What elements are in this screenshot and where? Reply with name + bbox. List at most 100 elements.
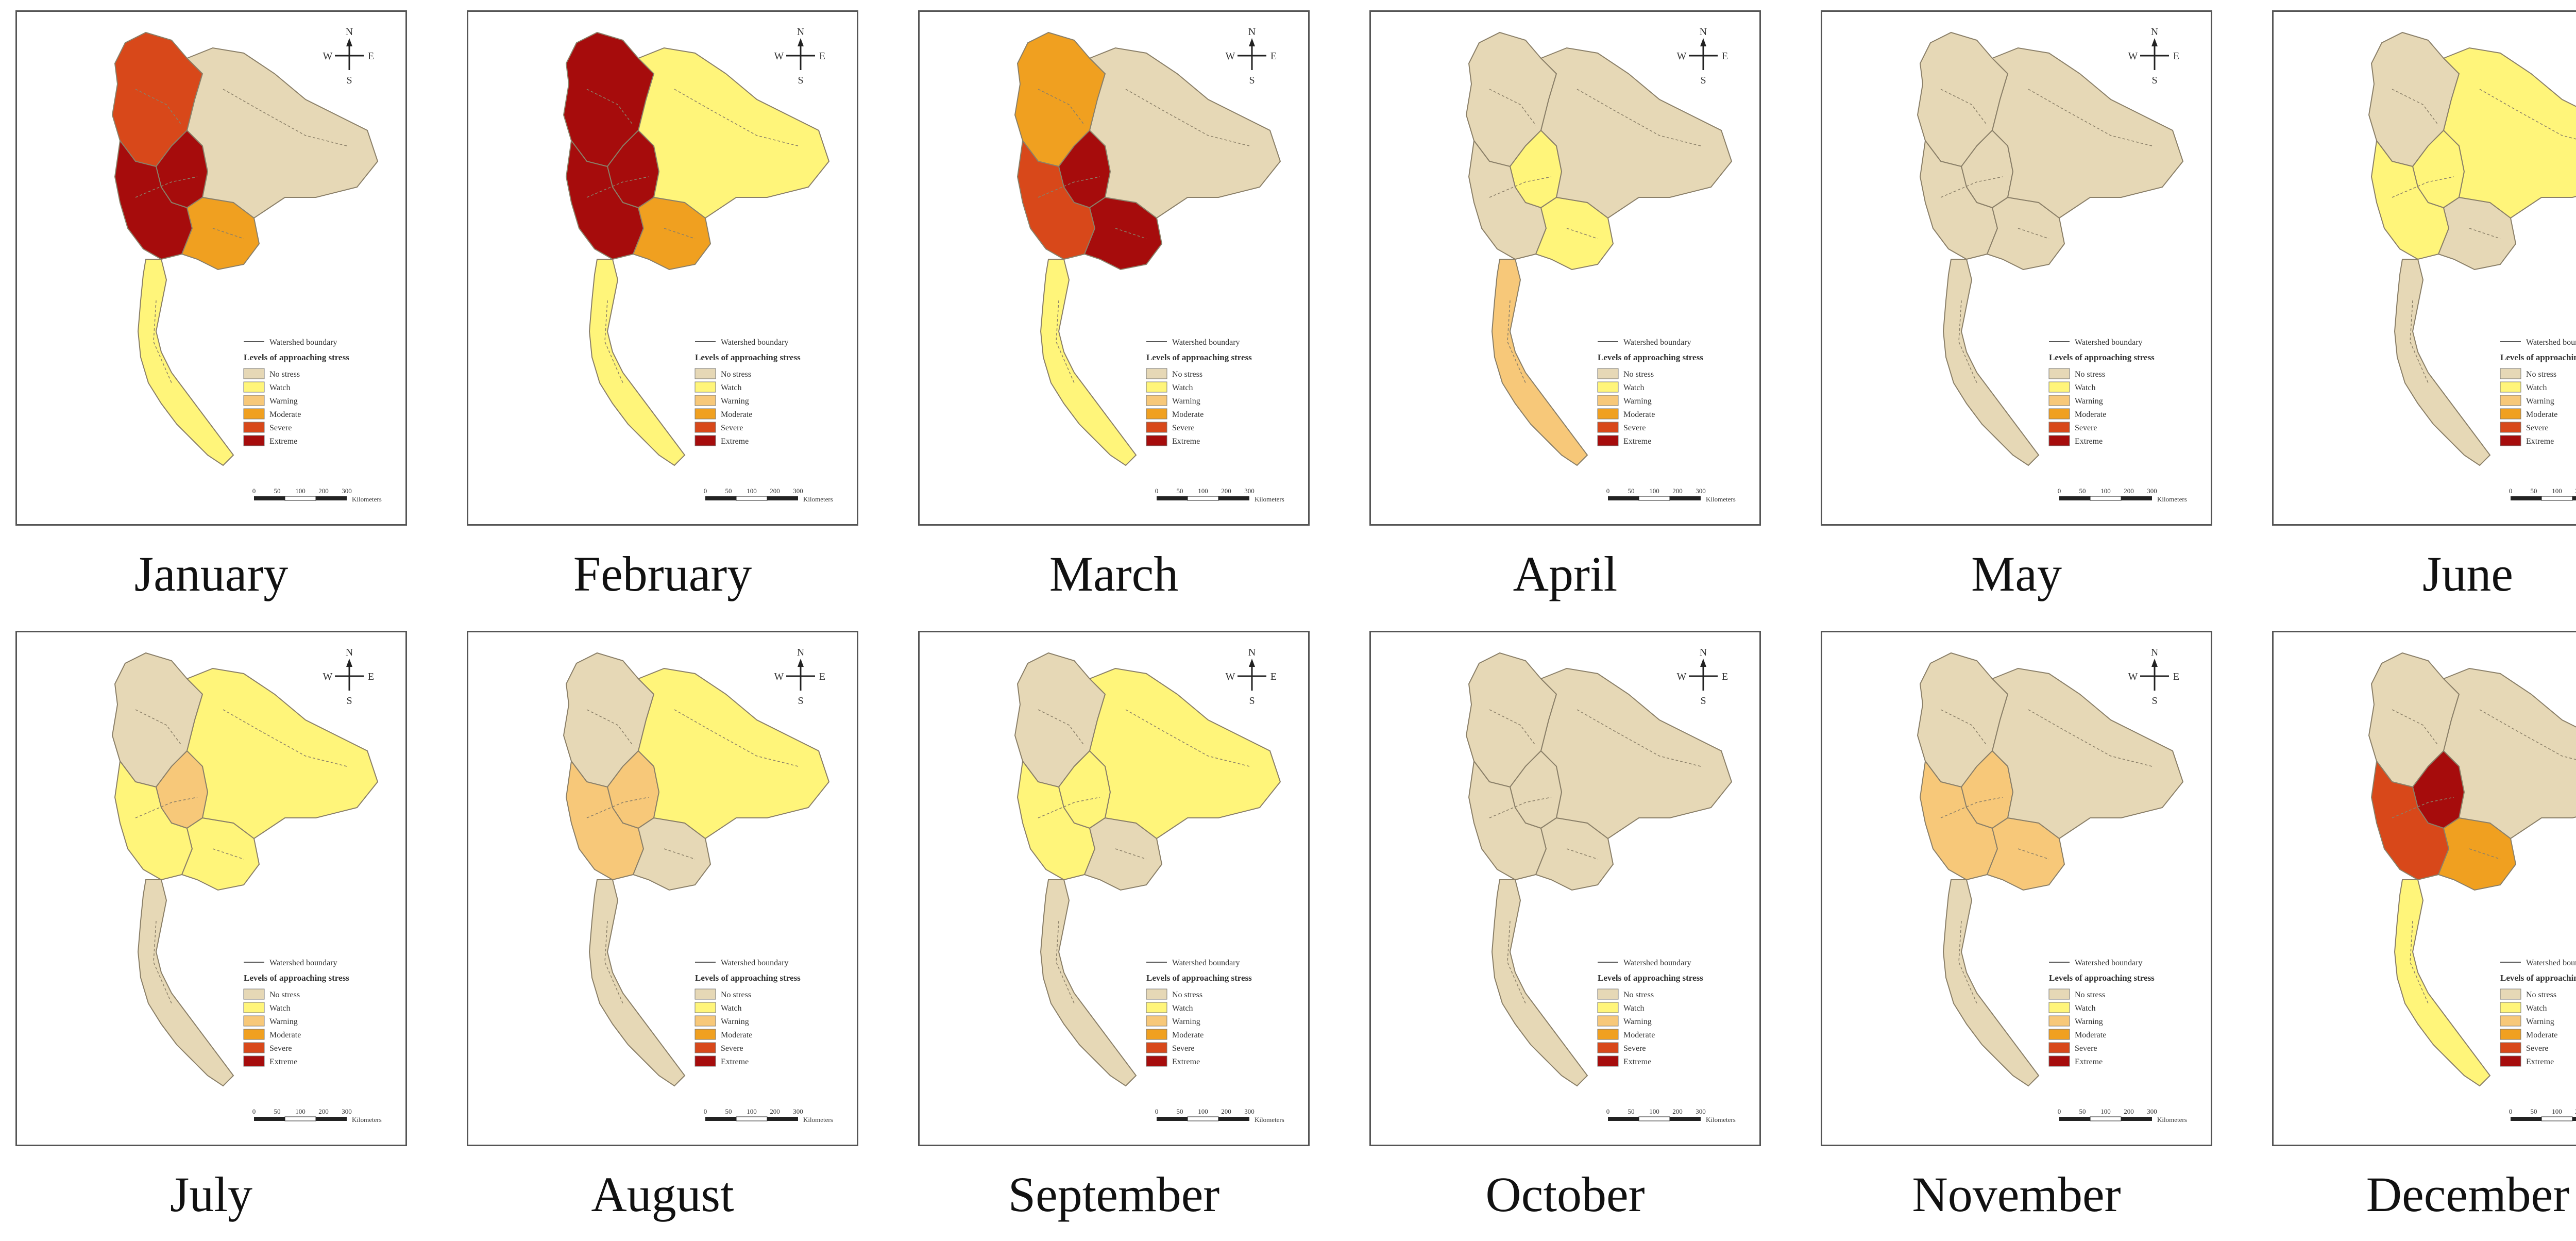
legend-swatch: [2048, 422, 2070, 433]
legend-boundary-label: Watershed boundary: [721, 338, 789, 347]
compass-label-w: W: [1677, 51, 1687, 62]
scale-tick-label: 50: [274, 487, 281, 495]
scale-tick-label: 0: [704, 1108, 707, 1115]
compass-label-s: S: [346, 695, 352, 707]
map-panel-august: N S E W Watershed boundary Levels of approach…: [451, 620, 903, 1241]
compass-label-n: N: [1248, 647, 1256, 658]
legend-level-label: Extreme: [1623, 437, 1651, 446]
thailand-stress-map: N S E W Watershed boundary Levels of approach…: [563, 647, 833, 1123]
legend-swatch: [243, 1015, 265, 1027]
scale-tick-label: 100: [1198, 1108, 1208, 1115]
basin-boundary-line: [2410, 920, 2429, 1004]
legend-swatch: [694, 368, 716, 379]
legend-title: Levels of approaching stress: [2049, 353, 2155, 362]
basin-boundary-line: [212, 848, 244, 860]
map-legend: Watershed boundary Levels of approaching …: [243, 959, 349, 1067]
legend-swatch: [2048, 1042, 2070, 1053]
legend-level-label: Extreme: [721, 1058, 749, 1066]
basin-boundary-line: [2410, 300, 2429, 383]
compass-label-e: E: [2173, 671, 2179, 682]
compass-label-w: W: [2128, 671, 2138, 682]
basin-boundary-line: [223, 89, 347, 146]
legend-level-label: Warning: [2526, 1017, 2554, 1026]
legend-boundary-label: Watershed boundary: [2526, 338, 2576, 347]
legend-level-label: Moderate: [2526, 410, 2557, 419]
legend-swatch: [1146, 1029, 1167, 1040]
legend-level-label: No stress: [2075, 370, 2105, 379]
basin-boundary-line: [1940, 797, 2003, 818]
basin-boundary-line: [2392, 176, 2454, 198]
legend-level-label: Watch: [1172, 1004, 1193, 1013]
scale-tick-label: 200: [2575, 487, 2576, 495]
scale-tick-label: 200: [1221, 487, 1231, 495]
basin-boundary-line: [2469, 228, 2501, 239]
compass-label-s: S: [1700, 75, 1706, 86]
basin-boundary-line: [664, 848, 696, 860]
basin-boundary-line: [223, 709, 347, 767]
legend-swatch: [2500, 1015, 2521, 1027]
legend-title: Levels of approaching stress: [1146, 973, 1252, 983]
region-south: [588, 259, 686, 466]
compass-label-n: N: [797, 26, 804, 38]
scale-tick-label: 0: [1606, 487, 1610, 495]
region-northeast: [637, 47, 830, 219]
basin-boundary-line: [1566, 228, 1598, 239]
month-label: February: [573, 546, 752, 601]
map-legend: Watershed boundary Levels of approaching …: [694, 959, 801, 1067]
region-group: [1917, 31, 2184, 466]
legend-swatch: [694, 395, 716, 406]
basin-boundary-line: [604, 300, 623, 383]
basin-boundary-line: [1940, 709, 1988, 746]
scale-tick-label: 300: [1696, 487, 1706, 495]
legend-boundary-label: Watershed boundary: [2075, 959, 2143, 967]
legend-level-label: Moderate: [1623, 1031, 1655, 1039]
basin-boundary-line: [586, 176, 649, 198]
scale-tick-label: 50: [2531, 487, 2537, 495]
thailand-stress-map: N S E W Watershed boundary Levels of approach…: [1465, 26, 1736, 503]
legend-level-label: Extreme: [2075, 437, 2103, 446]
scale-tick-label: 200: [1672, 1108, 1683, 1115]
month-label: April: [1513, 546, 1618, 601]
legend-level-label: Watch: [721, 1004, 741, 1013]
legend-swatch: [1597, 395, 1619, 406]
scale-tick-label: 200: [770, 1108, 780, 1115]
scale-tick-label: 200: [770, 487, 780, 495]
region-south: [2394, 879, 2491, 1087]
region-south: [1491, 259, 1588, 466]
basin-boundary-line: [586, 709, 634, 746]
scale-tick-label: 50: [725, 487, 732, 495]
basin-boundary-line: [1489, 89, 1536, 126]
legend-level-label: Watch: [269, 383, 290, 392]
scale-tick-label: 300: [2147, 1108, 2157, 1115]
scale-tick-label: 100: [295, 487, 306, 495]
legend-swatch: [1146, 988, 1167, 1000]
map-panel-january: N S E W Watershed boundary Levels of approach…: [0, 0, 451, 620]
legend-title: Levels of approaching stress: [1598, 353, 1703, 362]
basin-boundary-line: [1056, 920, 1075, 1004]
legend-swatch: [694, 1002, 716, 1013]
scale-tick-label: 300: [1244, 487, 1255, 495]
basin-boundary-line: [153, 920, 172, 1004]
map-panel-october: N S E W Watershed boundary Levels of approach…: [1354, 620, 1805, 1241]
legend-swatch: [2500, 1029, 2521, 1040]
region-northeast: [1540, 47, 1733, 219]
map-panel-march: N S E W Watershed boundary Levels of approach…: [903, 0, 1354, 620]
month-label: March: [1049, 546, 1179, 601]
legend-level-label: Warning: [1172, 397, 1200, 406]
legend-level-label: Severe: [269, 1044, 292, 1053]
scale-tick-label: 200: [318, 487, 329, 495]
compass-label-w: W: [1677, 671, 1687, 682]
region-northeast: [1089, 47, 1281, 219]
legend-swatch: [243, 408, 265, 420]
legend-title: Levels of approaching stress: [244, 973, 349, 983]
compass-label-n: N: [2151, 26, 2158, 38]
basin-boundary-line: [2018, 848, 2049, 860]
